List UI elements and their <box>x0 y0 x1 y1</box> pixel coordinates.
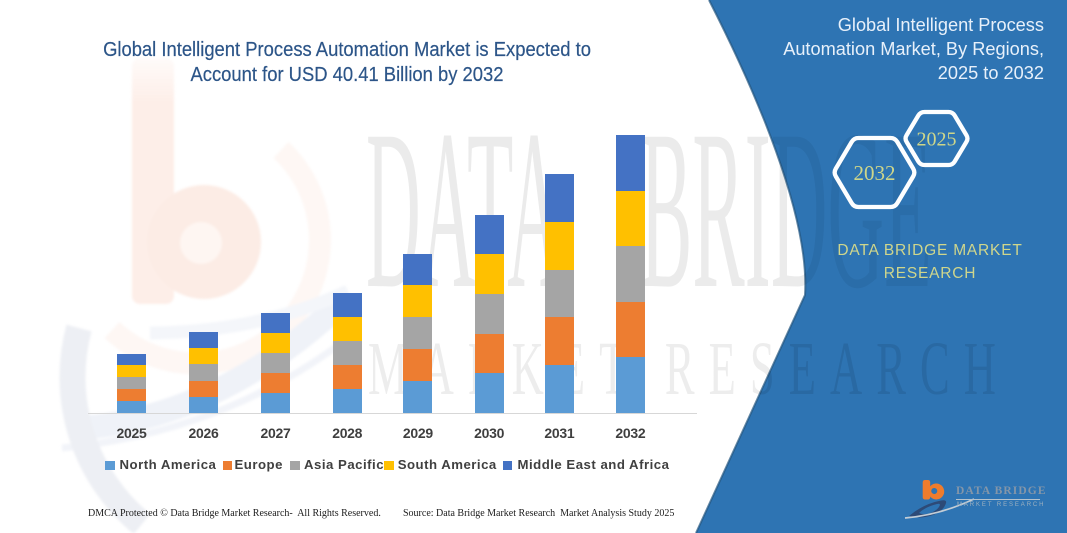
svg-text:DATA: DATA <box>366 84 562 336</box>
svg-text:2032: 2032 <box>854 161 896 185</box>
svg-text:2025: 2025 <box>917 129 957 151</box>
